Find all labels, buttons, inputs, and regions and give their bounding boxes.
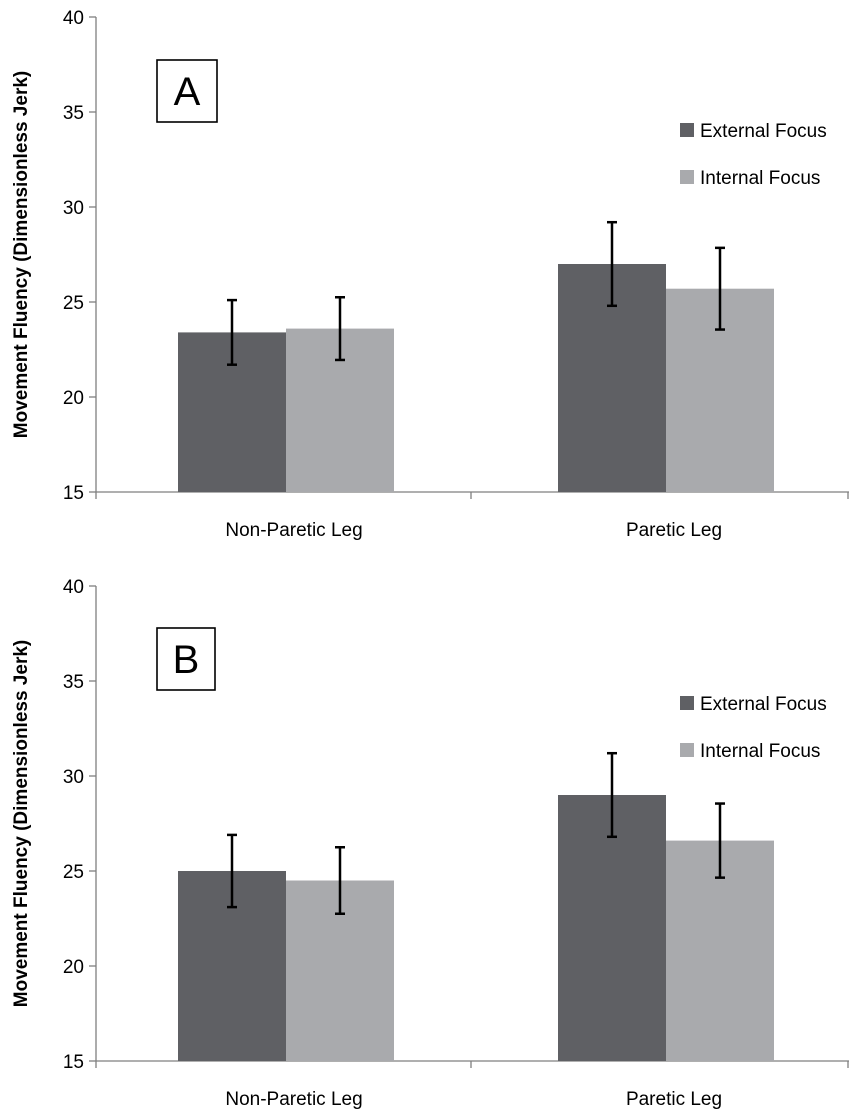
chart-panel-a: 15 20 25 30 35 40 Non-Paretic Leg Paretic Leg Mo… (11, 8, 849, 541)
x-category-label: Paretic Leg (626, 520, 722, 541)
y-tick-label: 25 (63, 862, 84, 883)
legend-swatch (680, 170, 694, 184)
panel-label-box (156, 59, 218, 123)
legend-label: External Focus (700, 121, 827, 142)
y-tick-label: 20 (63, 388, 84, 409)
y-tick-label: 30 (63, 198, 84, 219)
panel-label-box (156, 627, 216, 691)
y-tick-label: 35 (63, 103, 84, 124)
legend-swatch (680, 743, 694, 757)
legend-label: Internal Focus (700, 741, 820, 762)
panel-label: A (174, 70, 201, 114)
panel-label: B (173, 638, 200, 682)
y-tick-label: 30 (63, 767, 84, 788)
x-category-label: Non-Paretic Leg (225, 1089, 362, 1110)
legend-label: External Focus (700, 694, 827, 715)
y-tick-label: 15 (63, 483, 84, 504)
y-tick-label: 35 (63, 672, 84, 693)
bar-external-focus-paretic (558, 795, 666, 1061)
y-tick-label: 40 (63, 577, 84, 598)
y-axis-title: Movement Fluency (Dimensionless Jerk) (11, 71, 32, 438)
legend-swatch (680, 123, 694, 137)
x-category-label: Non-Paretic Leg (225, 520, 362, 541)
y-tick-label: 25 (63, 293, 84, 314)
y-tick-label: 40 (63, 8, 84, 29)
chart-panel-b: 15 20 25 30 35 40 Non-Paretic Leg Paretic Leg Mo… (11, 577, 849, 1110)
y-tick-label: 15 (63, 1052, 84, 1073)
legend-swatch (680, 696, 694, 710)
legend-label: Internal Focus (700, 168, 820, 189)
y-tick-label: 20 (63, 957, 84, 978)
x-category-label: Paretic Leg (626, 1089, 722, 1110)
y-axis-title: Movement Fluency (Dimensionless Jerk) (11, 640, 32, 1007)
